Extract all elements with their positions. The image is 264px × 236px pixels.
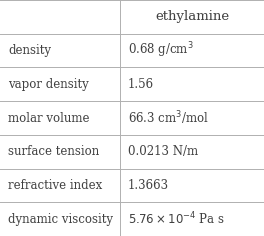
Text: 66.3 cm$^{3}$/mol: 66.3 cm$^{3}$/mol bbox=[128, 109, 209, 127]
Text: ethylamine: ethylamine bbox=[155, 10, 229, 23]
Text: $5.76\times10^{-4}$ Pa s: $5.76\times10^{-4}$ Pa s bbox=[128, 211, 225, 228]
Text: molar volume: molar volume bbox=[8, 111, 89, 125]
Text: refractive index: refractive index bbox=[8, 179, 102, 192]
Text: 1.3663: 1.3663 bbox=[128, 179, 169, 192]
Text: 0.68 g/cm$^{3}$: 0.68 g/cm$^{3}$ bbox=[128, 41, 194, 60]
Text: surface tension: surface tension bbox=[8, 145, 99, 158]
Text: 0.0213 N/m: 0.0213 N/m bbox=[128, 145, 198, 158]
Text: 1.56: 1.56 bbox=[128, 78, 154, 91]
Text: vapor density: vapor density bbox=[8, 78, 89, 91]
Text: dynamic viscosity: dynamic viscosity bbox=[8, 213, 113, 226]
Text: density: density bbox=[8, 44, 51, 57]
